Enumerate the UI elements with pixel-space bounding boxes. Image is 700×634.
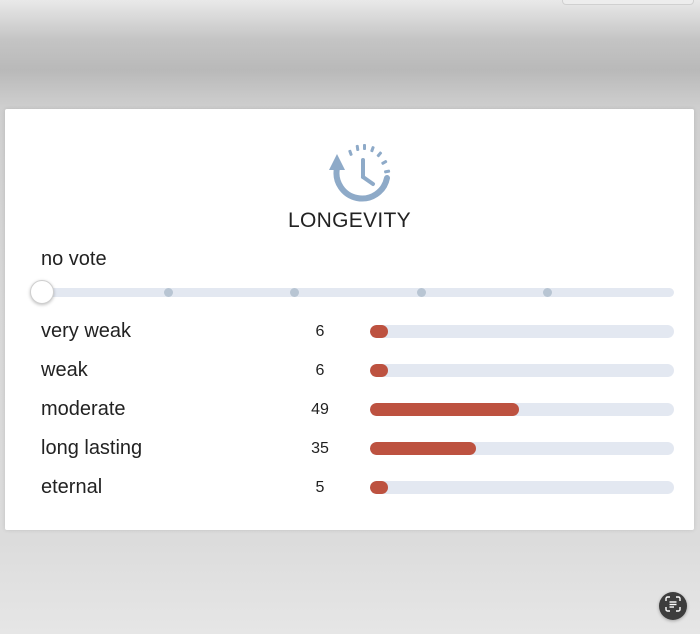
vote-row-label: eternal [41,476,103,498]
vote-row-label: very weak [41,320,132,342]
vote-row-label: moderate [41,398,126,420]
vote-row-label: weak [41,359,88,381]
slider-track[interactable] [36,288,674,297]
vote-bar-fill [370,364,388,377]
slider-step-dot[interactable] [290,288,299,297]
vote-row-eternal: eternal 5 [5,476,694,502]
vote-status-label: no vote [41,248,107,270]
longevity-title: LONGEVITY [288,209,411,232]
vote-row-count: 6 [315,362,325,379]
vote-bar-track [370,364,674,377]
vote-row-very-weak: very weak 6 [5,320,694,346]
vote-row-count: 49 [311,401,329,418]
longevity-card: LONGEVITY no vote very weak 6 weak 6 mod… [5,109,694,530]
slider-step-dot[interactable] [417,288,426,297]
vote-bar-fill [370,481,388,494]
vote-row-moderate: moderate 49 [5,398,694,424]
slider-thumb[interactable] [30,280,54,304]
vote-row-long-lasting: long lasting 35 [5,437,694,463]
vote-row-count: 6 [315,323,325,340]
text-scan-icon [665,595,681,617]
vote-row-weak: weak 6 [5,359,694,385]
background-tab [562,0,694,5]
vote-bar-fill [370,442,476,455]
longevity-vote-slider[interactable] [30,280,674,304]
vote-row-count: 5 [315,479,325,496]
slider-step-dot[interactable] [543,288,552,297]
vote-bar-track [370,325,674,338]
vote-bar-fill [370,403,519,416]
vote-row-label: long lasting [41,437,143,459]
text-scan-button[interactable] [659,592,687,620]
slider-step-dot[interactable] [164,288,173,297]
vote-bar-track [370,442,674,455]
vote-bar-track [370,403,674,416]
longevity-clock-icon [325,142,397,206]
vote-bar-track [370,481,674,494]
vote-row-count: 35 [311,440,329,457]
vote-bar-fill [370,325,388,338]
